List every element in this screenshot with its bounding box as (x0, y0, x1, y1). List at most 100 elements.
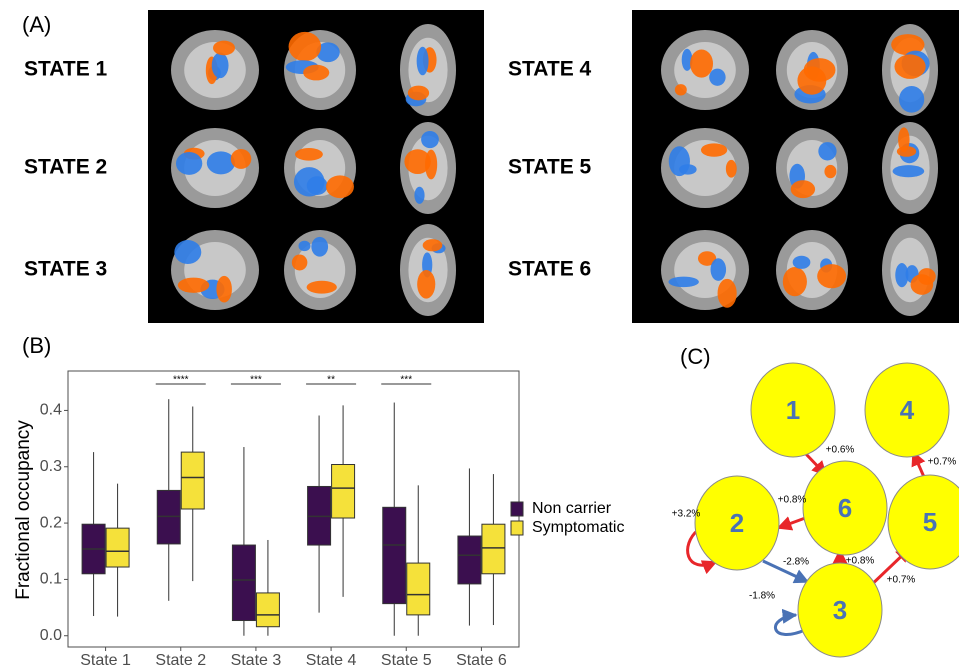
activation (174, 240, 202, 265)
state-label: STATE 4 (508, 58, 592, 81)
significance: **** (173, 375, 189, 386)
box (457, 535, 482, 585)
activation (709, 68, 726, 86)
activation (316, 42, 340, 63)
activation (211, 52, 229, 79)
x-tick-label: State 5 (381, 652, 432, 669)
edge-label: -1.8% (749, 591, 775, 602)
activation (216, 275, 232, 303)
state-label: STATE 5 (508, 156, 592, 179)
activation (792, 255, 811, 269)
activation (910, 274, 934, 295)
activation (668, 276, 699, 288)
box (231, 544, 256, 622)
edge (774, 608, 806, 636)
y-tick-label: 0.1 (40, 571, 62, 588)
state-label: STATE 3 (24, 258, 107, 281)
edge-label: -2.8% (783, 557, 809, 568)
x-tick-label: State 6 (456, 652, 507, 669)
activation (817, 264, 847, 289)
legend-label: Symptomatic (532, 519, 624, 536)
activation (206, 151, 235, 175)
activation (700, 143, 728, 157)
plot-frame (67, 370, 520, 648)
activation (177, 277, 210, 293)
activation (697, 251, 717, 266)
activation (895, 263, 909, 288)
x-tick-label: State 2 (155, 652, 206, 669)
activation (425, 149, 438, 180)
box (255, 592, 280, 628)
box (156, 489, 181, 545)
activation (898, 127, 910, 153)
box (180, 451, 205, 510)
activation (303, 64, 330, 81)
edge-label: +0.6% (826, 445, 855, 456)
node-label: 2 (730, 508, 744, 538)
box (481, 523, 506, 575)
activation (295, 147, 323, 161)
state-label: STATE 2 (24, 156, 107, 179)
panel-c: (C) 1 4 6 2 5 3 +0.6% +0.8% +3.2% -2.8% -1.8% +0.8%… (672, 344, 959, 658)
activation (896, 146, 917, 157)
activation (293, 167, 325, 197)
activation (818, 142, 837, 161)
activation (311, 236, 329, 257)
edge-label: +0.7% (928, 457, 957, 468)
activation (892, 165, 925, 178)
activation (306, 280, 337, 294)
activation (298, 240, 311, 252)
activation (690, 49, 714, 78)
x-tick-label: State 1 (80, 652, 131, 669)
edge (776, 515, 809, 531)
edge (686, 528, 718, 575)
node (694, 475, 780, 571)
box (382, 506, 407, 605)
activation (824, 164, 837, 179)
activation (422, 239, 443, 252)
node-label: 5 (923, 507, 937, 537)
panel-a: (A) STATE 1 STATE 2 STATE 3 STATE 4 STATE 5 S… (22, 10, 959, 323)
edge (762, 559, 810, 584)
activation (725, 159, 737, 178)
activation (717, 278, 737, 308)
y-axis-label: Fractional occupancy (13, 420, 34, 600)
legend-swatch (510, 501, 524, 517)
activation (421, 130, 439, 149)
node (802, 460, 888, 556)
activation (797, 66, 827, 95)
x-tick-label: State 3 (231, 652, 282, 669)
activation (288, 31, 322, 62)
activation (782, 266, 807, 297)
activation (891, 34, 925, 56)
node-label: 4 (900, 395, 915, 425)
activation (899, 86, 925, 113)
node-label: 1 (786, 395, 800, 425)
activation (790, 180, 816, 199)
activation (213, 40, 235, 56)
edge-label: +0.8% (846, 556, 875, 567)
y-tick-label: 0.3 (40, 458, 62, 475)
panel-label: (C) (680, 344, 711, 369)
node (864, 362, 950, 458)
legend-swatch (510, 520, 524, 536)
activation (326, 175, 354, 199)
activation (710, 258, 727, 281)
significance: *** (250, 375, 262, 386)
activation (416, 46, 429, 76)
box (331, 464, 356, 519)
node (797, 562, 883, 658)
activation (674, 84, 687, 96)
box (105, 527, 130, 568)
edge-label: +0.8% (778, 495, 807, 506)
edge-label: +3.2% (672, 509, 701, 520)
legend-label: Non carrier (532, 500, 612, 517)
activation (679, 164, 697, 175)
state-label: STATE 6 (508, 258, 591, 281)
node-label: 3 (833, 595, 847, 625)
significance: *** (400, 375, 412, 386)
box (406, 562, 431, 616)
x-tick-label: State 4 (306, 652, 357, 669)
